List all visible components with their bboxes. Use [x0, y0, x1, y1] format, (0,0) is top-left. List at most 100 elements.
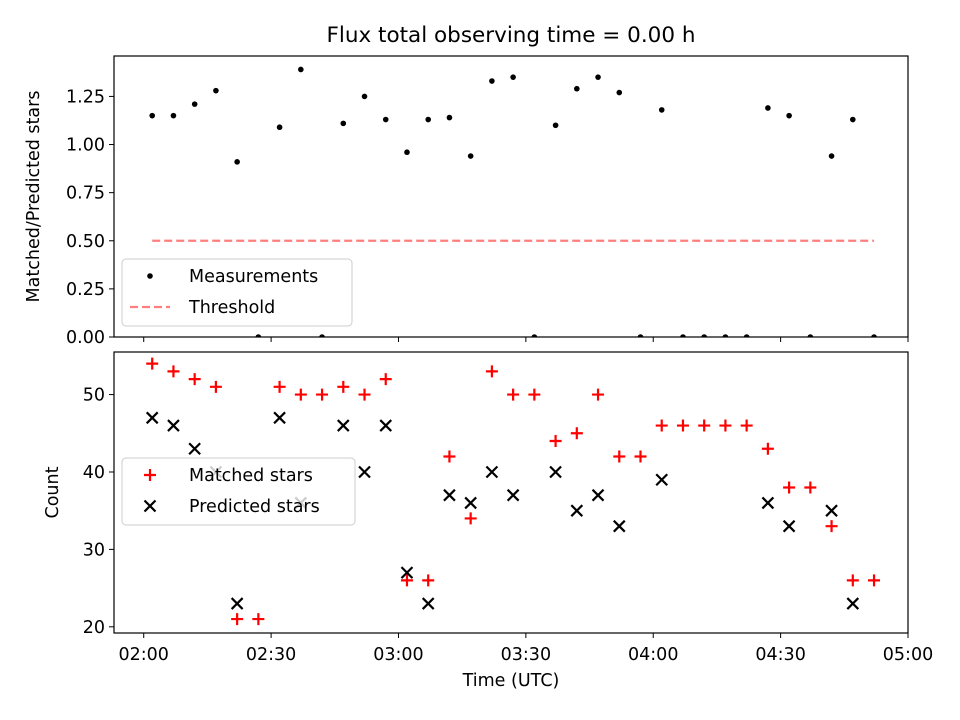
matched-star-marker	[613, 450, 626, 463]
predicted-star-marker	[273, 411, 286, 425]
measurement-point	[786, 112, 792, 119]
predicted-star-marker	[443, 488, 456, 502]
measurement-point	[191, 101, 198, 107]
predicted-star-marker	[464, 496, 477, 510]
legend-measurement-swatch	[147, 273, 153, 279]
matched-star-marker	[783, 481, 796, 494]
measurement-point	[510, 74, 516, 80]
measurement-point	[850, 116, 856, 123]
x-tick-label: 02:00	[119, 645, 169, 665]
measurement-point	[595, 74, 601, 80]
measurement-point	[361, 93, 368, 100]
matched-star-marker	[676, 419, 689, 432]
matched-star-marker	[868, 574, 881, 587]
x-tick-label: 02:30	[246, 645, 296, 665]
predicted-star-marker	[167, 419, 180, 432]
measurement-point	[552, 122, 559, 129]
measurement-point	[637, 334, 644, 337]
matched-star-marker	[761, 442, 774, 455]
predicted-star-marker	[782, 519, 796, 533]
predicted-star-marker	[421, 597, 435, 610]
y-tick-label: 30	[83, 540, 105, 560]
matched-star-marker	[655, 419, 668, 432]
plot-area	[145, 357, 881, 626]
legend-label: Threshold	[188, 298, 275, 318]
predicted-star-marker	[230, 597, 244, 610]
matched-star-marker	[252, 613, 265, 626]
predicted-star-marker	[655, 473, 669, 487]
matched-star-marker	[422, 574, 435, 587]
predicted-star-marker	[379, 419, 393, 432]
y-tick-label: 0.50	[66, 232, 105, 252]
matched-star-marker	[273, 380, 286, 393]
predicted-star-marker	[591, 488, 605, 502]
measurement-point	[807, 334, 814, 337]
matched-star-marker	[528, 388, 541, 401]
measurement-point	[574, 85, 580, 92]
y-axis-label: Matched/Predicted stars	[24, 91, 44, 303]
chart-title: Flux total observing time = 0.00 h	[327, 23, 696, 48]
predicted-star-marker	[612, 519, 626, 533]
measurement-point	[149, 112, 156, 119]
predicted-star-marker	[358, 465, 371, 479]
measurement-point	[298, 66, 304, 73]
matched-star-marker	[698, 419, 711, 432]
matched-star-marker	[485, 365, 498, 378]
matched-star-marker	[825, 520, 838, 533]
legend-label: Measurements	[189, 267, 318, 287]
predicted-star-marker	[337, 419, 350, 432]
predicted-star-marker	[846, 597, 860, 610]
measurement-point	[276, 124, 283, 131]
bottom-panel: 02:00 02:30 03:00 03:30 04:00 04:30 05:00 20 30 4…	[43, 351, 933, 691]
predicted-star-marker	[188, 442, 201, 456]
y-tick-label: 0.75	[66, 184, 105, 204]
predicted-star-marker	[485, 465, 499, 479]
measurement-point	[658, 107, 665, 113]
y-tick-label: 1.25	[66, 87, 105, 107]
x-tick-label: 03:00	[373, 645, 423, 665]
measurement-point	[425, 116, 432, 123]
y-tick-label: 50	[83, 386, 105, 406]
matched-star-marker	[146, 357, 159, 370]
matched-star-marker	[464, 512, 477, 525]
measurement-point	[743, 334, 750, 337]
matched-star-marker	[719, 419, 732, 432]
axes-frame	[113, 55, 909, 338]
measurement-point	[616, 89, 623, 96]
matched-star-marker	[846, 574, 859, 587]
measurement-point	[531, 334, 538, 337]
predicted-star-marker	[825, 504, 838, 517]
y-tick-label: 40	[83, 463, 105, 483]
matched-star-marker	[337, 380, 350, 393]
x-tick-label: 04:30	[755, 645, 805, 665]
measurement-point	[680, 334, 686, 337]
matched-star-marker	[209, 380, 222, 393]
measurement-point	[489, 78, 495, 84]
legend-box	[121, 457, 356, 526]
matched-star-marker	[379, 373, 392, 386]
measurement-point	[871, 334, 877, 337]
plot-area	[149, 66, 877, 337]
predicted-star-marker	[145, 411, 159, 425]
y-axis-label: Count	[43, 466, 63, 518]
measurement-point	[722, 334, 729, 337]
x-axis-label: Time (UTC)	[462, 671, 560, 691]
measurement-point	[765, 105, 771, 111]
matched-star-marker	[592, 388, 605, 401]
legend-matched-swatch	[144, 469, 156, 481]
matched-star-marker	[443, 450, 456, 463]
measurement-point	[170, 112, 177, 119]
x-tick-label: 03:30	[501, 645, 551, 665]
measurement-point	[319, 334, 325, 337]
legend-predicted-swatch	[143, 499, 157, 513]
matched-star-marker	[358, 388, 371, 401]
matched-star-marker	[634, 450, 647, 463]
predicted-star-marker	[549, 465, 562, 479]
legend-label: Matched stars	[189, 466, 313, 486]
matched-star-marker	[316, 388, 329, 401]
x-tick-label: 05:00	[883, 645, 933, 665]
measurement-point	[828, 153, 835, 159]
predicted-star-marker	[761, 496, 775, 510]
